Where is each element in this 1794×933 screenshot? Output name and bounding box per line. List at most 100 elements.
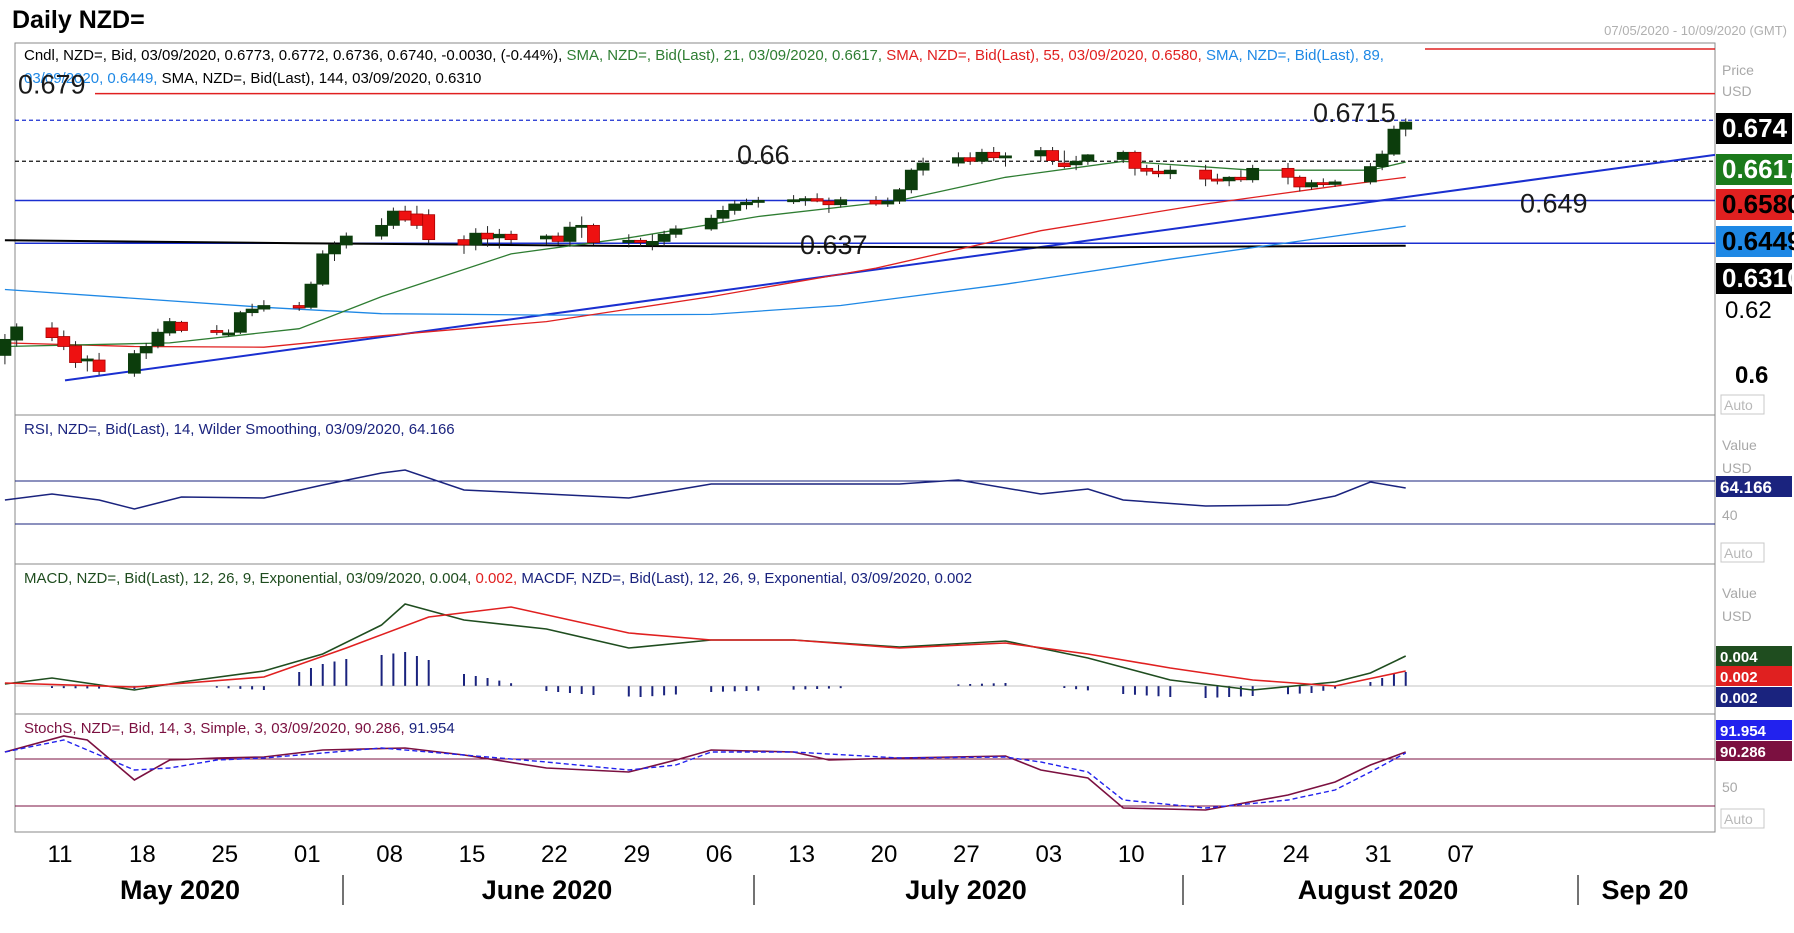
candle: [504, 230, 518, 244]
macd-legend-line-part: 0.002,: [476, 570, 522, 587]
macd-caption: Value: [1722, 585, 1757, 601]
candle: [45, 322, 59, 342]
candle-body: [245, 308, 259, 314]
candle-body: [540, 235, 553, 240]
stoch-auto-button[interactable]: [1720, 808, 1765, 829]
candle-body: [1116, 151, 1130, 160]
candle-body: [1222, 176, 1236, 182]
candle-body: [304, 283, 318, 308]
candle-body: [316, 253, 330, 285]
price-tag-bg: [1716, 189, 1792, 220]
candle-body: [634, 239, 647, 243]
x-tick-label: 10: [1118, 841, 1145, 868]
x-month-label: July 2020: [905, 875, 1027, 905]
chart-title: Daily NZD=: [12, 6, 145, 34]
candle-body: [1399, 121, 1413, 130]
candle: [386, 207, 400, 229]
candle-body: [1305, 182, 1318, 188]
x-tick-label: 20: [871, 841, 898, 868]
candle: [422, 209, 436, 244]
candle-body: [645, 241, 659, 246]
candle: [1364, 163, 1377, 185]
x-month-label: August 2020: [1298, 875, 1459, 905]
candle-body: [999, 155, 1012, 159]
candle-body: [1387, 128, 1401, 155]
candle: [1069, 155, 1083, 171]
candle: [151, 328, 165, 349]
candle-body: [151, 331, 165, 347]
candle: [881, 197, 895, 207]
macd-tag-text: 0.002: [1720, 690, 1758, 707]
candle-body: [1140, 167, 1154, 172]
candle-body: [1375, 153, 1389, 167]
price-tick-06: 0.6: [1735, 362, 1768, 389]
x-tick-label: 29: [623, 841, 650, 868]
x-tick-label: 13: [788, 841, 815, 868]
stoch-d-line: [4, 739, 1407, 809]
x-tick-label: 31: [1365, 841, 1392, 868]
level-label: 0.637: [800, 230, 868, 260]
rsi-tag-bg: [1716, 476, 1792, 497]
rsi-line: [4, 469, 1406, 510]
candle: [175, 320, 188, 333]
price-legend-line2: 03/09/2020, 0.6449, SMA, NZD=, Bid(Last)…: [24, 70, 481, 87]
candle-body: [952, 157, 965, 164]
candle-body: [504, 233, 518, 241]
candle-body: [457, 239, 471, 246]
candle: [233, 310, 247, 335]
candle-body: [881, 200, 895, 205]
x-tick-label: 22: [541, 841, 568, 868]
x-month-label: June 2020: [482, 875, 613, 905]
candle: [728, 200, 742, 215]
candle-body: [422, 214, 436, 241]
candle: [669, 225, 683, 238]
price-legend-line1-part: SMA, NZD=, Bid(Last), 21, 03/09/2020, 0.…: [566, 47, 886, 64]
stoch-tag-bg: [1716, 741, 1792, 761]
candle-body: [375, 224, 389, 237]
macd-legend-line-part: MACDF, NZD=, Bid(Last), 12, 26, 9, Expon…: [521, 570, 972, 587]
candle-body: [893, 189, 906, 202]
candle: [916, 157, 930, 176]
macd-legend-line: MACD, NZD=, Bid(Last), 12, 26, 9, Expone…: [24, 570, 972, 587]
price-tag-text: 0.6617: [1722, 154, 1794, 184]
candle: [1328, 179, 1342, 187]
candle-body: [1069, 160, 1083, 166]
candle: [1281, 163, 1295, 185]
candle: [1399, 118, 1413, 137]
candle: [740, 198, 753, 210]
price-tag-text: 0.674: [1722, 113, 1788, 143]
candle-body: [963, 157, 977, 162]
candle-body: [669, 228, 683, 235]
candle-body: [163, 321, 177, 334]
price-value-tags: 0.674 0.6617 0.6580 0.6449 0.6310: [1716, 113, 1794, 294]
candle: [316, 250, 330, 286]
candle-body: [575, 224, 589, 228]
candle: [657, 230, 671, 247]
candle-body: [10, 326, 24, 341]
rsi-auto-button[interactable]: [1720, 542, 1765, 563]
candle-body: [787, 199, 800, 203]
candle-body: [740, 201, 753, 206]
candle: [127, 350, 141, 377]
candle-body: [210, 330, 224, 333]
candle: [893, 187, 906, 204]
macd-tag-text: 0.004: [1720, 649, 1758, 666]
candle-body: [716, 210, 730, 219]
sma55-line: [4, 176, 1406, 348]
candle: [245, 303, 259, 317]
price-tag-text: 0.6580: [1722, 189, 1794, 219]
candle: [810, 193, 824, 203]
level-label: 0.66: [737, 140, 790, 170]
price-auto-button[interactable]: [1720, 394, 1765, 415]
candle-body: [1057, 162, 1071, 167]
stoch-k-line: [4, 735, 1406, 811]
price-caption: Price: [1722, 62, 1754, 78]
candle-body: [1199, 169, 1212, 180]
candle: [1246, 164, 1260, 183]
candle-body: [481, 232, 494, 240]
candle-body: [175, 321, 188, 331]
level-label: 0.649: [1520, 188, 1588, 218]
candle: [1375, 150, 1389, 171]
stoch-legend-line-part: StochS, NZD=, Bid, 14, 3, Simple, 3, 03/…: [24, 720, 409, 737]
x-tick-label: 01: [294, 841, 321, 868]
